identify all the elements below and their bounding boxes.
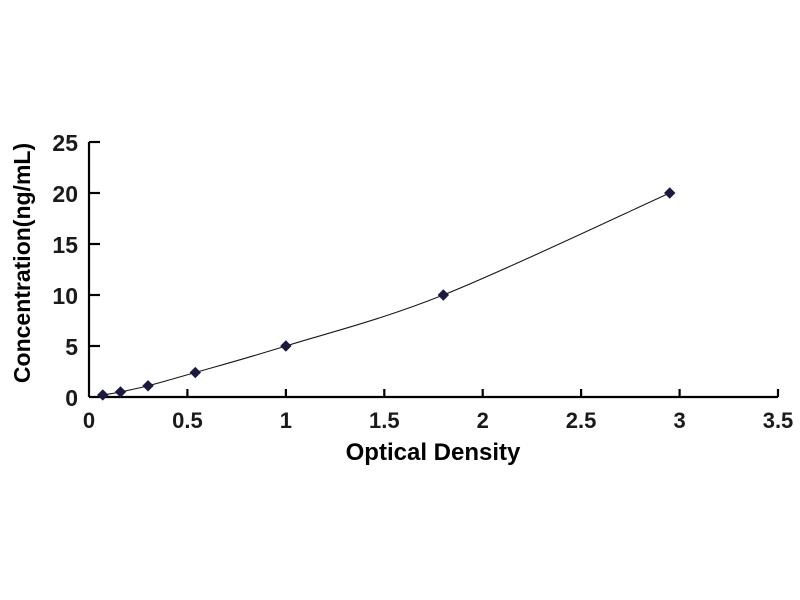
svg-text:15: 15 <box>52 232 78 258</box>
svg-text:0: 0 <box>65 385 78 411</box>
svg-text:Optical Density: Optical Density <box>346 439 521 466</box>
svg-text:0: 0 <box>83 408 95 433</box>
svg-text:Concentration(ng/mL): Concentration(ng/mL) <box>9 143 35 383</box>
svg-text:5: 5 <box>65 334 78 360</box>
svg-text:20: 20 <box>52 181 78 207</box>
svg-text:10: 10 <box>52 283 78 309</box>
svg-text:25: 25 <box>52 130 78 156</box>
svg-text:3: 3 <box>673 408 685 433</box>
svg-text:2: 2 <box>477 408 489 433</box>
svg-text:3.5: 3.5 <box>763 408 794 433</box>
svg-text:0.5: 0.5 <box>172 408 203 433</box>
svg-text:2.5: 2.5 <box>566 408 597 433</box>
svg-text:1: 1 <box>280 408 292 433</box>
svg-text:1.5: 1.5 <box>369 408 400 433</box>
